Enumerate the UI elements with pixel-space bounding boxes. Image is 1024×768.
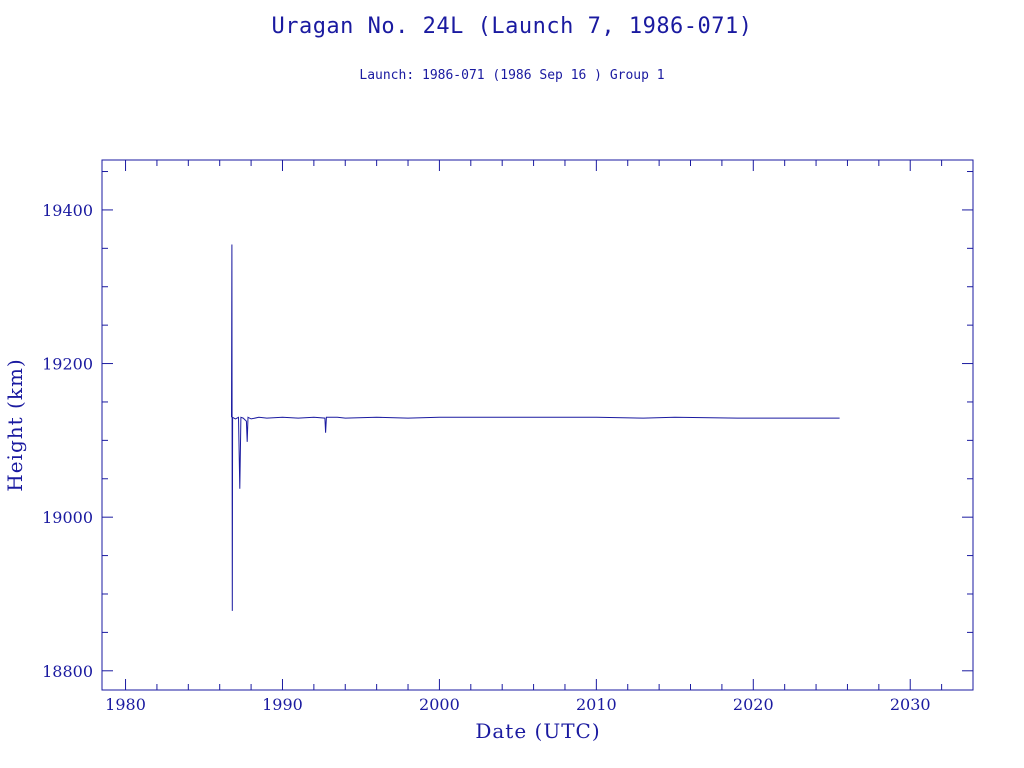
x-tick-label: 1980 bbox=[105, 695, 146, 714]
series-group bbox=[231, 244, 840, 611]
y-axis-title: Height (km) bbox=[3, 358, 27, 491]
x-tick-label: 2010 bbox=[576, 695, 617, 714]
plot-frame bbox=[101, 159, 974, 691]
x-tick-label: 1990 bbox=[262, 695, 303, 714]
x-axis-title: Date (UTC) bbox=[475, 719, 600, 743]
x-tick-label: 2030 bbox=[890, 695, 931, 714]
y-tick-label: 19000 bbox=[42, 508, 93, 527]
y-tick-label: 18800 bbox=[42, 662, 93, 681]
axis-ticks bbox=[102, 160, 974, 690]
chart-subtitle: Launch: 1986-071 (1986 Sep 16 ) Group 1 bbox=[359, 68, 665, 83]
series-line-0 bbox=[231, 244, 840, 611]
tick-labels: 1980 1990 2000 2010 2020 2030 18800 19000 19200 1… bbox=[42, 201, 930, 714]
chart-title: Uragan No. 24L (Launch 7, 1986-071) bbox=[271, 14, 753, 39]
x-tick-label: 2000 bbox=[419, 695, 460, 714]
y-tick-label: 19200 bbox=[42, 355, 93, 374]
x-tick-label: 2020 bbox=[733, 695, 774, 714]
y-tick-label: 19400 bbox=[42, 201, 93, 220]
